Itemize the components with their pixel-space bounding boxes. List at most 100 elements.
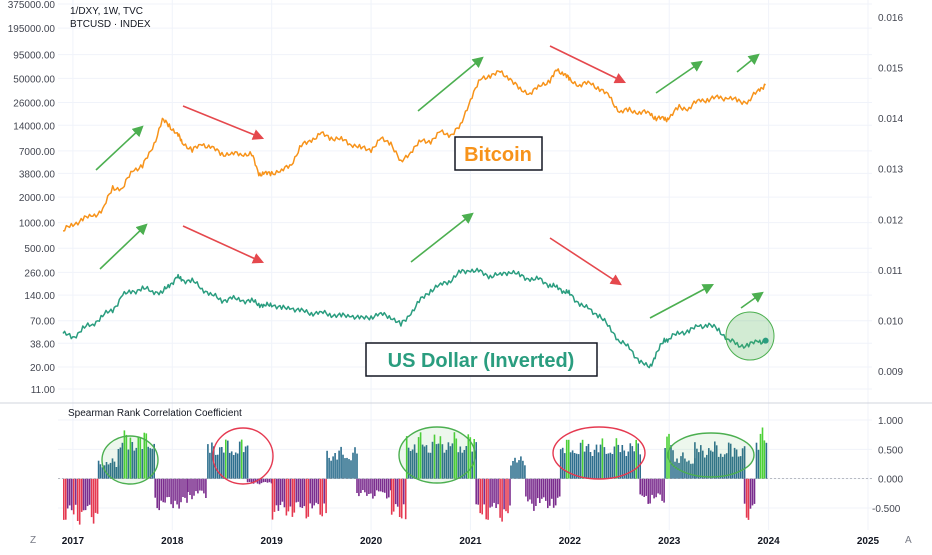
- correlation-bar: [545, 478, 547, 501]
- correlation-bar: [749, 478, 752, 509]
- correlation-bar: [485, 478, 487, 520]
- grid-layer: [0, 0, 932, 530]
- left-axis-tick: 26000.00: [13, 98, 55, 109]
- correlation-bar: [761, 427, 764, 479]
- correlation-bar: [633, 451, 635, 479]
- correlation-bar: [611, 454, 614, 479]
- correlation-bar: [158, 478, 160, 511]
- correlation-bar: [382, 478, 384, 493]
- correlation-bar: [139, 437, 142, 479]
- correlation-bar: [121, 442, 124, 479]
- symbol-title[interactable]: 1/DXY, 1W, TVC: [70, 6, 143, 17]
- correlation-bar: [443, 452, 446, 479]
- correlation-bar: [372, 478, 374, 499]
- correlation-bar: [433, 434, 436, 479]
- x-axis-tick: 2021: [459, 536, 482, 547]
- correlation-bar: [645, 478, 647, 496]
- correlation-bar: [575, 453, 578, 479]
- left-axis-tick: 7000.00: [19, 147, 56, 158]
- correlation-bar: [74, 478, 77, 505]
- correlation-bar: [378, 478, 380, 492]
- correlation-bar: [547, 478, 549, 509]
- correlation-bar: [209, 452, 211, 479]
- correlation-bar: [585, 446, 588, 479]
- correlation-bar: [643, 478, 645, 497]
- left-axis-tick: 20.00: [30, 363, 55, 374]
- correlation-bar: [217, 454, 219, 479]
- correlation-bar: [293, 478, 296, 513]
- correlation-bar: [149, 448, 151, 479]
- correlation-bar: [629, 443, 632, 479]
- correlation-bar: [178, 478, 180, 509]
- correlation-bar: [405, 436, 408, 479]
- correlation-bar: [653, 478, 655, 499]
- correlation-bar: [437, 443, 440, 479]
- left-axis-tick: 2000.00: [19, 193, 56, 204]
- correlation-bar: [505, 478, 507, 512]
- correlation-bar: [639, 454, 641, 479]
- correlation-bar: [655, 478, 657, 498]
- correlation-bar: [733, 447, 736, 479]
- correlation-bar: [415, 452, 418, 479]
- correlation-bar: [698, 452, 700, 479]
- correlation-bar: [427, 452, 430, 479]
- correlation-bar: [541, 478, 543, 499]
- zoom-reset-button[interactable]: Z: [30, 535, 37, 546]
- correlation-bar: [533, 478, 535, 511]
- correlation-bar: [727, 442, 730, 479]
- correlation-bar: [281, 478, 284, 502]
- correlation-bar: [524, 465, 526, 479]
- correlation-bar: [299, 478, 302, 508]
- correlation-bar: [617, 444, 620, 479]
- right-axis-tick: 0.012: [878, 215, 903, 226]
- correlation-bar: [559, 449, 562, 479]
- sub-axis-tick: 0.500: [878, 445, 903, 456]
- correlation-bar: [321, 478, 323, 517]
- correlation-bar: [221, 447, 223, 479]
- correlation-bar: [477, 478, 479, 505]
- correlation-bar: [362, 478, 364, 490]
- auto-scale-button[interactable]: A: [905, 535, 912, 546]
- correlation-bar: [111, 458, 114, 479]
- right-axis-tick: 0.015: [878, 64, 903, 75]
- correlation-bar: [605, 453, 608, 479]
- correlation-bar: [719, 453, 722, 479]
- correlation-bar: [147, 446, 149, 479]
- x-axis-tick: 2023: [658, 536, 681, 547]
- secondary-symbol-title[interactable]: BTCUSD · INDEX: [70, 19, 151, 30]
- correlation-bar: [563, 453, 566, 479]
- correlation-bar: [307, 478, 310, 517]
- correlation-bar: [170, 478, 172, 505]
- correlation-bar: [409, 451, 412, 479]
- correlation-bar: [571, 450, 574, 479]
- correlation-bar: [376, 478, 378, 491]
- correlation-bar: [423, 446, 426, 479]
- x-axis-tick: 2019: [261, 536, 284, 547]
- correlation-bar: [589, 452, 592, 479]
- correlation-bar: [609, 452, 612, 479]
- correlation-bar: [160, 478, 162, 501]
- indicator-title[interactable]: Spearman Rank Correlation Coefficient: [68, 408, 242, 419]
- correlation-bar: [489, 478, 491, 508]
- correlation-bar: [757, 449, 760, 479]
- correlation-bar: [400, 478, 403, 519]
- correlation-bar: [205, 478, 207, 498]
- left-axis-tick: 195000.00: [8, 24, 56, 35]
- correlation-bar: [336, 459, 338, 479]
- correlation-bar: [262, 478, 265, 483]
- correlation-bar: [344, 458, 346, 479]
- correlation-bar: [413, 444, 416, 479]
- correlation-bar: [759, 433, 762, 479]
- correlation-bar: [305, 478, 308, 519]
- correlation-bar: [491, 478, 493, 507]
- correlation-bar: [558, 478, 561, 497]
- correlation-bar: [751, 478, 754, 506]
- correlation-bar: [621, 445, 624, 479]
- correlation-bar: [319, 478, 321, 515]
- correlation-bar: [483, 478, 485, 505]
- correlation-bar: [325, 478, 327, 514]
- correlation-bar: [80, 478, 83, 512]
- correlation-bar: [411, 449, 414, 479]
- correlation-bar: [661, 478, 663, 501]
